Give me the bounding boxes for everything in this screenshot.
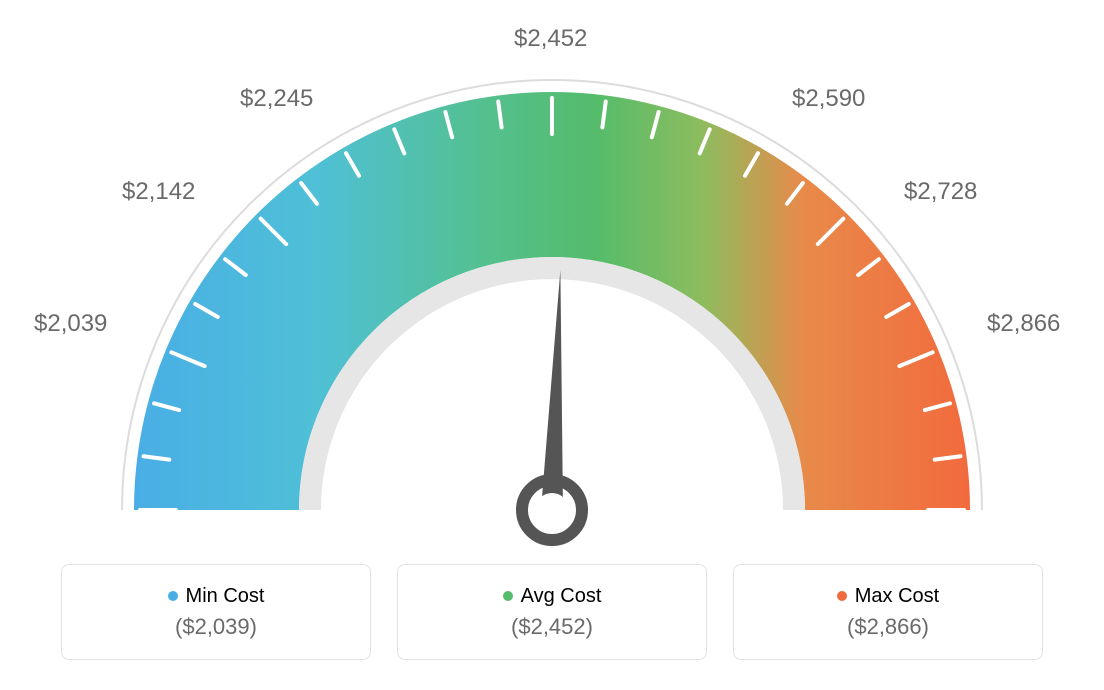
min-dot-icon bbox=[168, 591, 178, 601]
avg-dot-icon bbox=[503, 591, 513, 601]
max-dot-icon bbox=[837, 591, 847, 601]
gauge-tick-label: $2,245 bbox=[240, 85, 313, 113]
gauge-tick-label: $2,452 bbox=[514, 25, 587, 53]
gauge-area: $2,039$2,142$2,245$2,452$2,590$2,728$2,8… bbox=[62, 30, 1042, 550]
avg-cost-label: Avg Cost bbox=[521, 585, 602, 608]
gauge-tick-label: $2,039 bbox=[34, 310, 107, 338]
min-cost-title: Min Cost bbox=[168, 585, 265, 608]
max-cost-card: Max Cost ($2,866) bbox=[733, 564, 1043, 660]
avg-cost-title: Avg Cost bbox=[503, 585, 602, 608]
summary-cards: Min Cost ($2,039) Avg Cost ($2,452) Max … bbox=[61, 564, 1043, 660]
max-cost-title: Max Cost bbox=[837, 585, 939, 608]
avg-cost-value: ($2,452) bbox=[511, 614, 593, 640]
max-cost-label: Max Cost bbox=[855, 585, 939, 608]
gauge-svg bbox=[62, 30, 1042, 570]
gauge-tick-label: $2,728 bbox=[904, 178, 977, 206]
max-cost-value: ($2,866) bbox=[847, 614, 929, 640]
avg-cost-card: Avg Cost ($2,452) bbox=[397, 564, 707, 660]
gauge-tick-label: $2,590 bbox=[792, 85, 865, 113]
min-cost-label: Min Cost bbox=[186, 585, 265, 608]
min-cost-value: ($2,039) bbox=[175, 614, 257, 640]
gauge-tick-label: $2,142 bbox=[122, 178, 195, 206]
gauge-tick-label: $2,866 bbox=[987, 310, 1060, 338]
min-cost-card: Min Cost ($2,039) bbox=[61, 564, 371, 660]
gauge-chart-container: $2,039 $2,142 $2,245 $2,452 $2,590 $2,728 $2,8… bbox=[0, 0, 1104, 690]
